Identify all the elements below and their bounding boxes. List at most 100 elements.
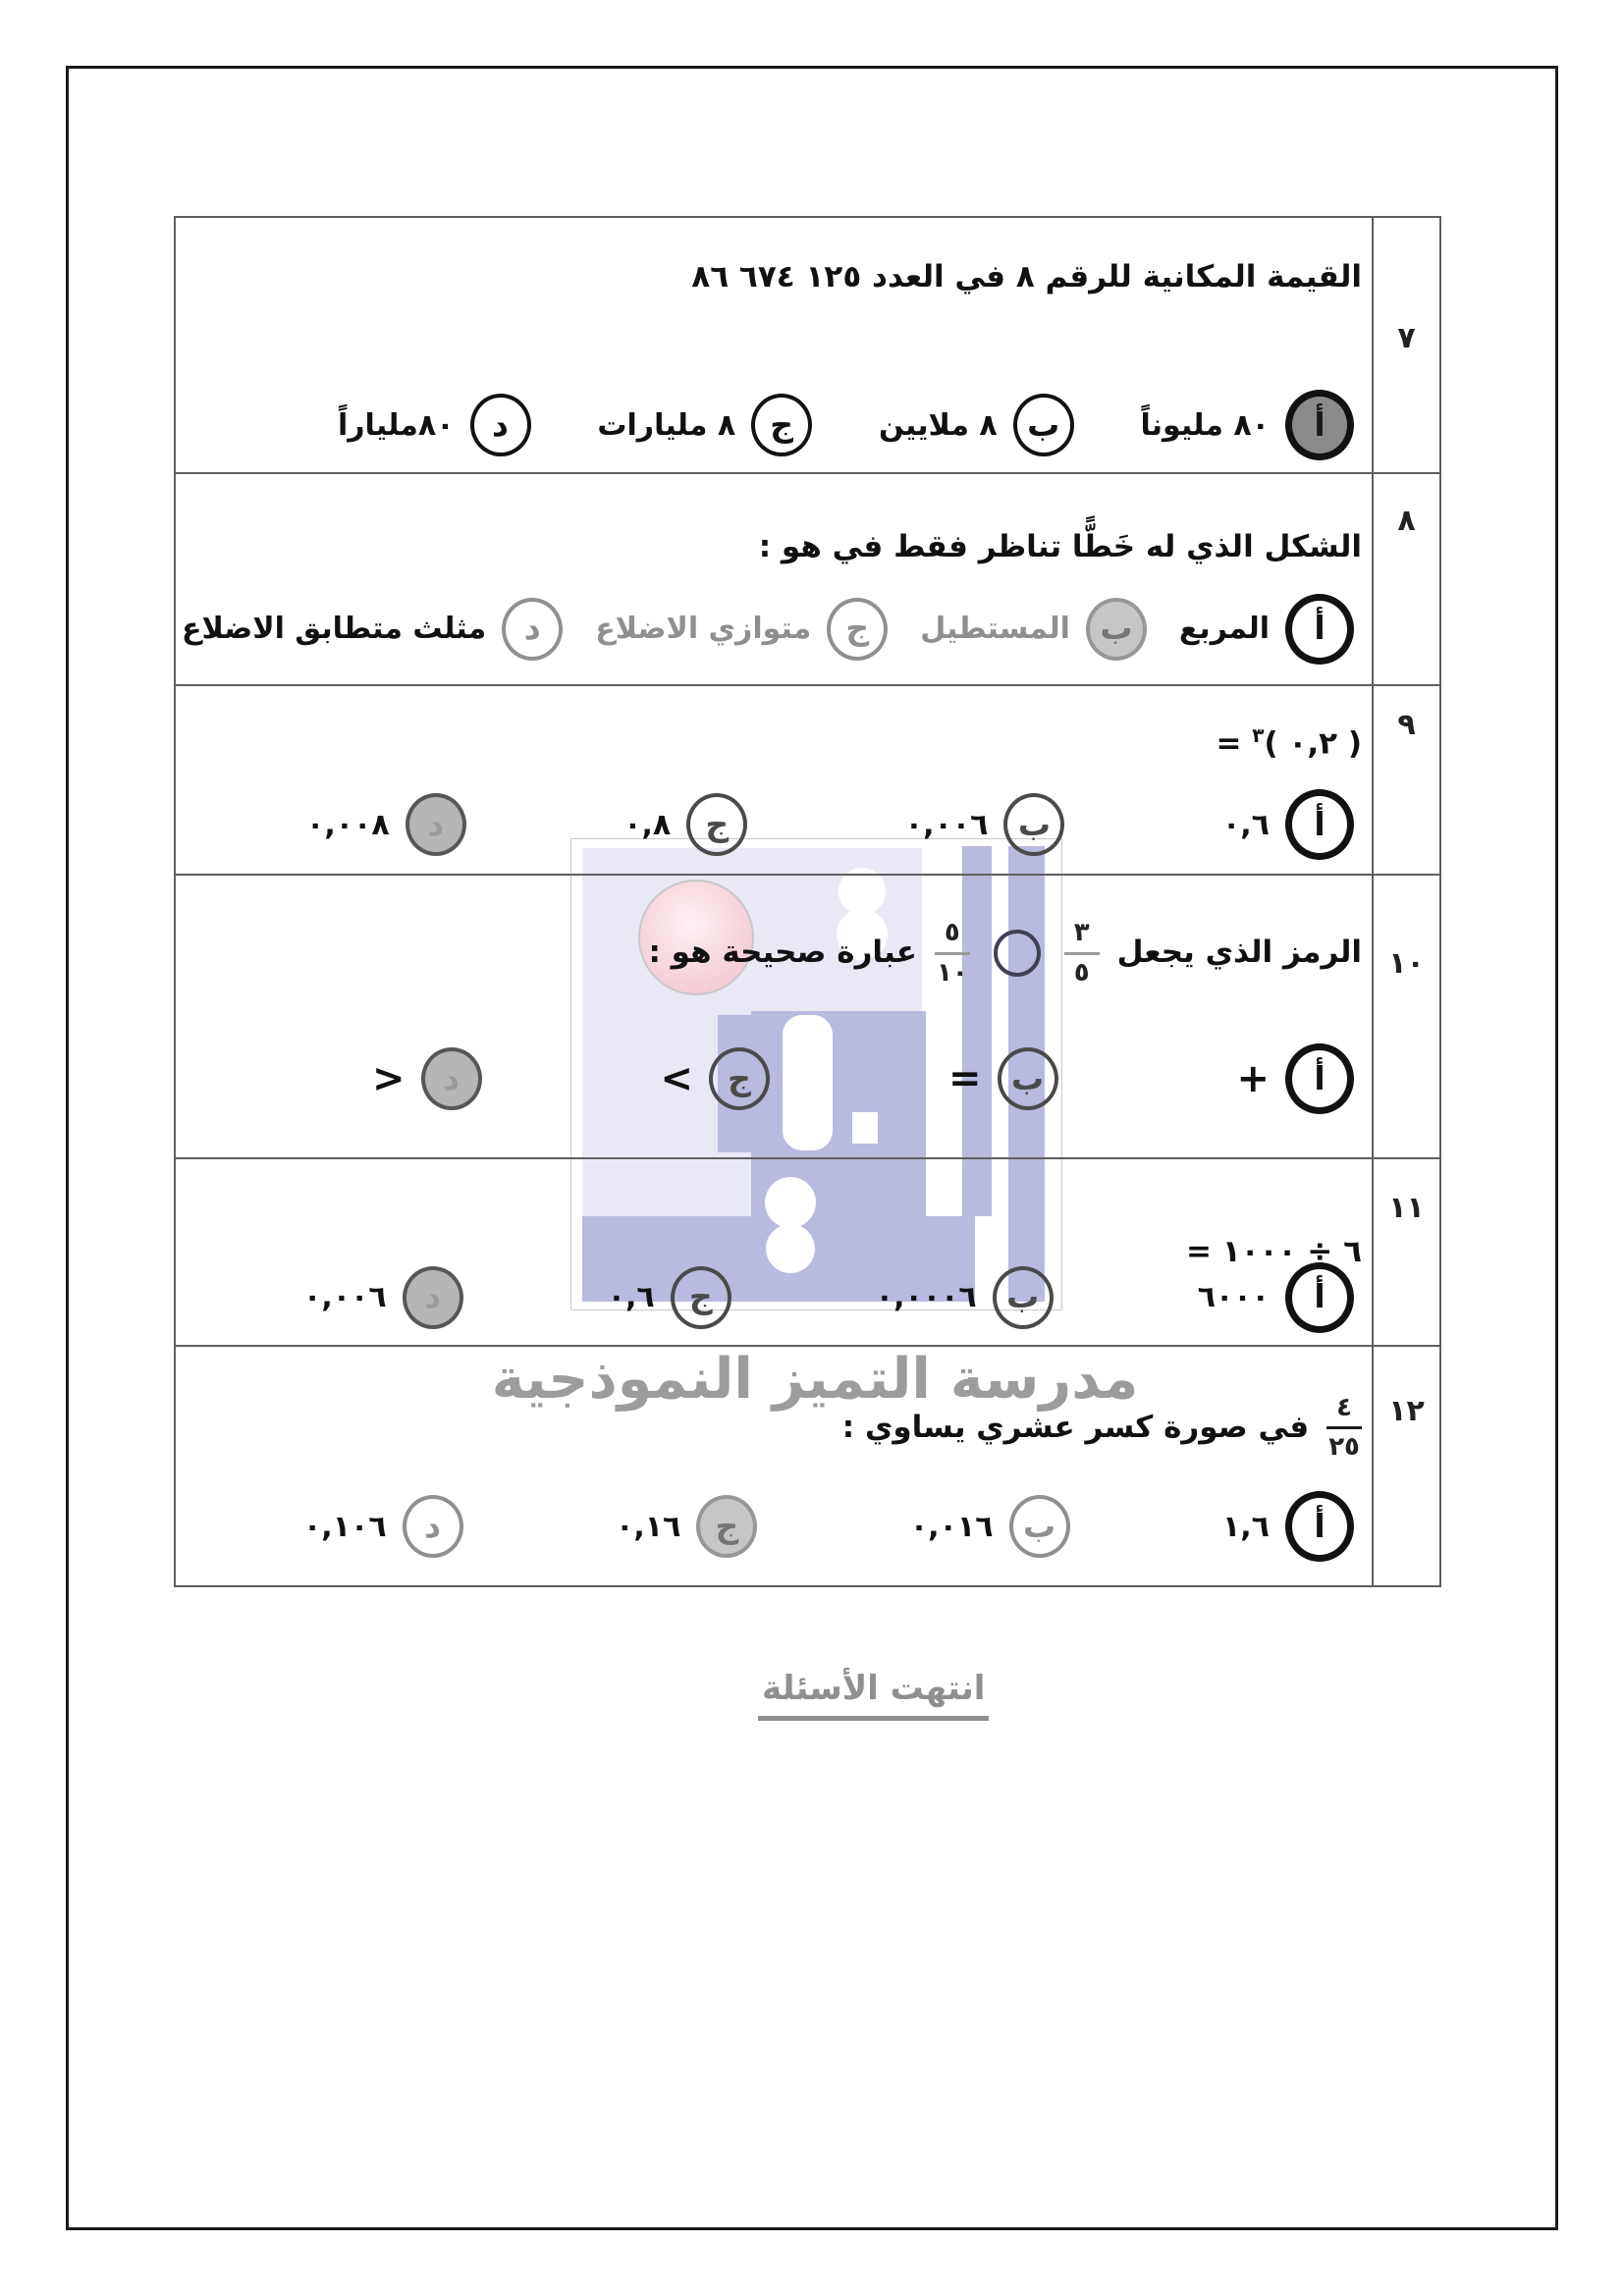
end-of-questions-label: انتهت الأسئلة xyxy=(758,1669,990,1721)
question-expression: الرمز الذي يجعل ٣ ٥ ٥ ١٠ عبارة صحيحة هو … xyxy=(648,919,1362,987)
option-circle-selected[interactable]: د xyxy=(420,1047,482,1111)
option-circle[interactable]: د xyxy=(469,394,531,457)
question-expression: ٤ ٢٥ في صورة كسر عشري يساوي : xyxy=(842,1394,1362,1462)
fraction: ٣ ٥ xyxy=(1063,919,1100,987)
option-c[interactable]: ج ٠,٨ xyxy=(623,793,748,857)
option-c[interactable]: ج متوازي الاضلاع xyxy=(595,597,889,661)
option-circle-selected[interactable]: د xyxy=(405,793,466,857)
option-value: ٨ مليارات xyxy=(597,407,736,443)
option-value: > xyxy=(660,1056,694,1102)
exponent: ٣ xyxy=(1252,722,1265,747)
option-circle[interactable]: ب xyxy=(992,1265,1054,1329)
options-row: أ المربع ب المستطيل ج متوازي الاضلاع د م… xyxy=(182,593,1354,665)
question-text: الشكل الذي له خَطًّا تناظر فقط في هو : xyxy=(758,529,1362,565)
option-d[interactable]: د ٠,١٠٦ xyxy=(303,1495,463,1559)
option-circle-selected[interactable]: ب xyxy=(1085,597,1147,661)
question-number: ١١ xyxy=(1372,1159,1439,1345)
option-d[interactable]: د ٠,٠٠٨ xyxy=(306,793,466,857)
question-text: القيمة المكانية للرقم ٨ في العدد ١٢٥ ٦٧٤… xyxy=(691,259,1362,294)
question-number: ٨ xyxy=(1372,474,1439,684)
question-row-10: ١٠ الرمز الذي يجعل ٣ ٥ ٥ ١٠ عبارة صحيحة … xyxy=(176,876,1439,1160)
option-circle[interactable]: ج xyxy=(827,597,889,661)
option-value: ٦٠٠٠ xyxy=(1197,1280,1270,1315)
option-circle[interactable]: ب xyxy=(1008,1495,1070,1559)
option-circle[interactable]: ب xyxy=(1003,793,1065,857)
option-value: + xyxy=(1236,1056,1270,1102)
question-row-7: ٧ القيمة المكانية للرقم ٨ في العدد ١٢٥ ٦… xyxy=(176,218,1439,475)
options-row: أ ١,٦ ب ٠,٠١٦ ج ٠,١٦ د ٠,١٠٦ xyxy=(303,1491,1354,1563)
option-circle[interactable]: ب xyxy=(997,1047,1058,1111)
options-row: أ ٠,٦ ب ٠,٠٠٦ ج ٠,٨ د ٠,٠٠٨ xyxy=(306,789,1354,861)
option-value: ٠,٦ xyxy=(607,1280,655,1315)
option-value: = xyxy=(948,1056,982,1102)
question-expression: ( ٠,٢ )٣ = xyxy=(1216,722,1362,761)
option-value: مثلث متطابق الاضلاع xyxy=(182,612,487,647)
option-circle[interactable]: د xyxy=(502,597,564,661)
options-row: أ ٦٠٠٠ ب ٠,٠٠٠٦ ج ٠,٦ د ٠,٠٠٦ xyxy=(303,1261,1354,1333)
option-d[interactable]: د < xyxy=(372,1047,482,1111)
question-number: ١٢ xyxy=(1372,1346,1439,1586)
option-circle[interactable]: ج xyxy=(670,1265,731,1329)
option-value: < xyxy=(372,1056,406,1102)
option-a[interactable]: أ ٦٠٠٠ xyxy=(1197,1261,1354,1333)
option-d[interactable]: د ٨٠ملياراً xyxy=(338,394,531,457)
option-b[interactable]: ب ٠,٠١٦ xyxy=(909,1495,1070,1559)
option-value: المربع xyxy=(1178,612,1270,647)
option-value: ٠,١٠٦ xyxy=(303,1509,387,1544)
question-number: ٩ xyxy=(1372,685,1439,875)
question-suffix: عبارة صحيحة هو : xyxy=(648,934,917,971)
option-b[interactable]: ب ٠,٠٠٠٦ xyxy=(875,1265,1054,1329)
option-circle-selected[interactable]: ج xyxy=(696,1495,758,1559)
option-c[interactable]: ج ٠,٦ xyxy=(607,1265,731,1329)
option-value: ٠,٠٠٦ xyxy=(303,1280,387,1315)
option-value: ٠,٦ xyxy=(1221,807,1270,842)
question-prefix: الرمز الذي يجعل xyxy=(1116,934,1362,971)
question-row-12: ١٢ ٤ ٢٥ في صورة كسر عشري يساوي : أ ١,٦ ب xyxy=(176,1346,1439,1586)
option-a[interactable]: أ + xyxy=(1236,1043,1354,1115)
option-d[interactable]: د ٠,٠٠٦ xyxy=(303,1265,463,1329)
option-a[interactable]: أ المربع xyxy=(1178,593,1354,665)
option-circle[interactable]: ب xyxy=(1012,394,1074,457)
fraction: ٤ ٢٥ xyxy=(1326,1394,1362,1462)
option-circle[interactable]: ج xyxy=(751,394,813,457)
questions-table: ٧ القيمة المكانية للرقم ٨ في العدد ١٢٥ ٦… xyxy=(174,216,1441,1587)
option-a[interactable]: أ ١,٦ xyxy=(1221,1491,1354,1563)
option-circle[interactable]: أ xyxy=(1285,1043,1354,1115)
option-value: ٨٠ مليوناً xyxy=(1140,407,1270,443)
options-row: أ ٨٠ مليوناً ب ٨ ملايين ج ٨ مليارات د ٨٠… xyxy=(338,390,1354,461)
option-circle-selected[interactable]: أ xyxy=(1285,390,1354,461)
option-circle[interactable]: ج xyxy=(686,793,748,857)
option-circle[interactable]: ج xyxy=(709,1047,771,1111)
option-value: ٠,٨ xyxy=(623,807,672,842)
option-circle[interactable]: أ xyxy=(1285,1491,1354,1563)
option-circle-selected[interactable]: د xyxy=(402,1265,463,1329)
option-circle[interactable]: أ xyxy=(1285,593,1354,665)
option-c[interactable]: ج ٠,١٦ xyxy=(616,1495,758,1559)
option-value: ١,٦ xyxy=(1221,1509,1270,1544)
option-a[interactable]: أ ٠,٦ xyxy=(1221,789,1354,861)
option-value: ٨٠ملياراً xyxy=(338,407,455,443)
option-d[interactable]: د مثلث متطابق الاضلاع xyxy=(182,597,564,661)
option-c[interactable]: ج > xyxy=(660,1047,771,1111)
option-b[interactable]: ب ٠,٠٠٦ xyxy=(905,793,1065,857)
option-circle[interactable]: د xyxy=(402,1495,463,1559)
school-name-watermark: مدرسة التميز النموذجية xyxy=(491,1347,1140,1412)
option-value: ٠,١٦ xyxy=(616,1509,681,1544)
question-row-11: ١١ ٦ ÷ ١٠٠٠ = أ ٦٠٠٠ ب ٠,٠٠٠٦ ج ٠,٦ xyxy=(176,1159,1439,1347)
options-row: أ + ب = ج > د < xyxy=(372,1043,1354,1115)
option-a[interactable]: أ ٨٠ مليوناً xyxy=(1140,390,1354,461)
option-circle[interactable]: أ xyxy=(1285,1261,1354,1333)
option-b[interactable]: ب = xyxy=(948,1047,1058,1111)
option-circle[interactable]: أ xyxy=(1285,789,1354,861)
option-b[interactable]: ب المستطيل xyxy=(920,597,1147,661)
question-expression: ٦ ÷ ١٠٠٠ = xyxy=(1186,1234,1362,1270)
question-suffix: في صورة كسر عشري يساوي : xyxy=(841,1409,1310,1445)
option-value: ٠,٠٠٠٦ xyxy=(875,1280,977,1315)
option-c[interactable]: ج ٨ مليارات xyxy=(597,394,813,457)
question-row-9: ٩ ( ٠,٢ )٣ = أ ٠,٦ ب ٠,٠٠٦ ج xyxy=(176,685,1439,877)
option-b[interactable]: ب ٨ ملايين xyxy=(879,394,1074,457)
option-value: ٠,٠١٦ xyxy=(909,1509,994,1544)
option-value: المستطيل xyxy=(920,612,1070,647)
fraction: ٥ ١٠ xyxy=(934,919,970,987)
